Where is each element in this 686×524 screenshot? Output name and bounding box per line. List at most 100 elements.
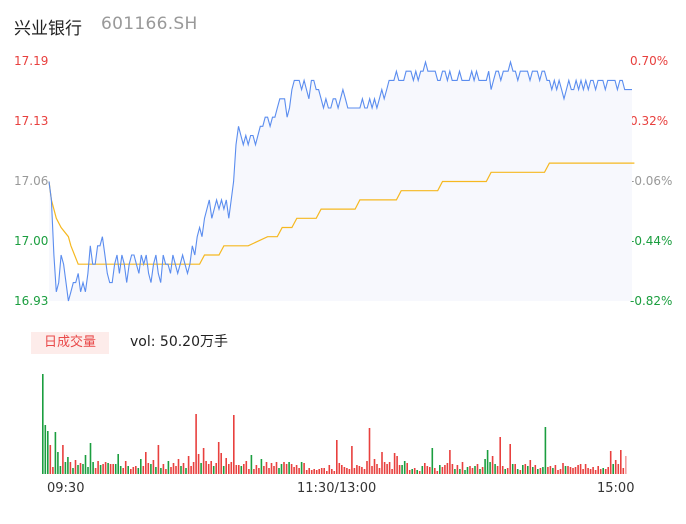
volume-bar bbox=[426, 466, 429, 474]
volume-bar bbox=[182, 463, 185, 474]
percent-tick-label: 0.70% bbox=[630, 54, 669, 68]
volume-bar bbox=[609, 451, 612, 474]
volume-bar bbox=[300, 462, 303, 474]
price-tick-label: 17.19 bbox=[14, 54, 49, 68]
volume-bar bbox=[278, 468, 280, 474]
volume-bar bbox=[429, 467, 431, 474]
percent-tick-label: -0.82% bbox=[630, 294, 673, 308]
time-tick-label: 11:30/13:00 bbox=[297, 481, 377, 496]
volume-bar bbox=[371, 466, 373, 474]
volume-bar bbox=[207, 464, 210, 474]
volume-bar bbox=[268, 468, 270, 474]
volume-bar bbox=[162, 464, 165, 474]
volume-bar bbox=[544, 427, 547, 474]
volume-bar bbox=[250, 455, 253, 474]
volume-bar bbox=[622, 468, 625, 474]
volume-bar bbox=[142, 466, 145, 474]
percent-tick-label: 0.32% bbox=[630, 114, 669, 128]
volume-bar bbox=[157, 445, 160, 474]
volume-bar bbox=[248, 469, 250, 474]
volume-bar bbox=[117, 454, 119, 474]
volume-bar bbox=[348, 469, 351, 474]
volume-bar bbox=[534, 465, 537, 474]
volume-bar bbox=[519, 470, 522, 474]
volume-bar bbox=[511, 464, 514, 474]
volume-bar bbox=[114, 464, 117, 474]
volume-bar bbox=[72, 468, 74, 474]
volume-bar bbox=[559, 469, 562, 474]
volume-bar bbox=[594, 470, 597, 474]
volume-bar bbox=[52, 467, 54, 474]
volume-bar bbox=[205, 461, 207, 474]
volume-bar bbox=[217, 442, 220, 474]
volume-bar bbox=[434, 468, 436, 474]
volume-bar bbox=[170, 467, 172, 474]
volume-bar bbox=[408, 470, 411, 474]
volume-bar bbox=[44, 425, 47, 474]
volume-bar bbox=[529, 460, 532, 474]
volume-bar bbox=[597, 466, 599, 474]
volume-bar bbox=[577, 465, 579, 474]
volume-bar bbox=[202, 448, 205, 474]
volume-bar bbox=[228, 464, 230, 474]
volume-bar bbox=[361, 467, 363, 474]
volume-bar bbox=[351, 446, 353, 474]
volume-bar bbox=[124, 461, 127, 474]
volume-bar bbox=[122, 468, 124, 474]
volume-bar bbox=[514, 464, 516, 474]
volume-bar bbox=[270, 463, 273, 474]
volume-bar bbox=[305, 470, 308, 474]
volume-bar bbox=[366, 461, 368, 474]
volume-bar bbox=[265, 462, 268, 474]
volume-bar bbox=[403, 461, 406, 474]
volume-bar bbox=[132, 467, 135, 474]
volume-bar bbox=[145, 452, 147, 474]
volume-bar bbox=[527, 466, 529, 474]
volume-bar bbox=[554, 465, 557, 474]
volume-bar bbox=[79, 463, 82, 474]
volume-bar bbox=[140, 459, 142, 474]
volume-bar bbox=[413, 468, 416, 474]
volume-bar bbox=[315, 470, 318, 474]
volume-bar bbox=[64, 462, 67, 474]
volume-bar bbox=[491, 456, 494, 474]
volume-bar bbox=[542, 467, 544, 474]
volume-bar bbox=[222, 466, 225, 474]
volume-bar bbox=[469, 466, 471, 474]
volume-bar bbox=[386, 464, 388, 474]
volume-bar bbox=[220, 453, 222, 474]
volume-bar bbox=[235, 465, 238, 474]
volume-bar bbox=[562, 463, 564, 474]
volume-bar bbox=[481, 467, 484, 474]
volume-bar bbox=[444, 465, 446, 474]
volume-bar bbox=[195, 414, 197, 474]
volume-bar bbox=[82, 464, 84, 474]
volume-bar bbox=[233, 415, 235, 474]
volume-bar bbox=[358, 466, 361, 474]
volume-bar bbox=[388, 462, 391, 474]
volume-bar bbox=[172, 463, 175, 474]
volume-bar bbox=[310, 470, 313, 474]
volume-bar bbox=[569, 467, 572, 474]
volume-bar bbox=[459, 469, 461, 474]
volume-bar bbox=[94, 468, 97, 474]
volume-bar bbox=[275, 462, 278, 474]
volume-bar bbox=[273, 466, 275, 474]
volume-bar bbox=[107, 463, 109, 474]
volume-bar bbox=[333, 471, 336, 474]
volume-bar bbox=[313, 469, 315, 474]
volume-bar bbox=[431, 448, 434, 474]
volume-bar bbox=[245, 461, 248, 474]
volume-bar bbox=[391, 469, 393, 474]
volume-bar bbox=[87, 467, 89, 474]
volume-bar bbox=[258, 468, 260, 474]
volume-bar bbox=[424, 463, 426, 474]
volume-bar bbox=[499, 437, 501, 474]
volume-bar bbox=[607, 467, 609, 474]
volume-bar bbox=[77, 465, 79, 474]
volume-bar bbox=[614, 460, 617, 474]
volume-bar bbox=[504, 469, 506, 474]
volume-bar bbox=[84, 455, 87, 474]
volume-bar bbox=[190, 466, 192, 474]
